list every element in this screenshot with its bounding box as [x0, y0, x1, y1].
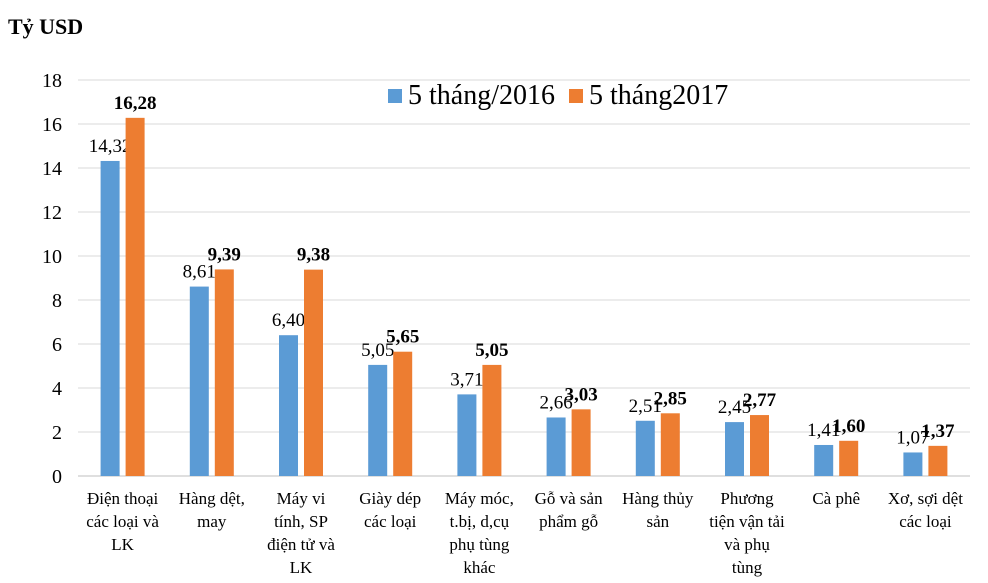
- data-label-2017: 3,03: [564, 384, 597, 405]
- x-tick-label: Hàng dệt,: [179, 489, 245, 508]
- x-tick-label: phẩm gỗ: [539, 512, 598, 531]
- bar-2017: [214, 269, 234, 476]
- bar-2016: [814, 444, 834, 476]
- data-label-2016: 14,32: [89, 136, 132, 157]
- data-label-2016: 2,45: [718, 397, 751, 418]
- bar-2017: [750, 415, 769, 476]
- bar-2016: [903, 452, 923, 476]
- bar-2017: [571, 409, 591, 476]
- data-label-2016: 8,61: [183, 262, 216, 283]
- bar-2016: [725, 422, 744, 476]
- data-label-2017: 1,60: [832, 416, 865, 437]
- legend-swatch-2017: [569, 89, 583, 103]
- x-tick-label: các loại và: [86, 512, 159, 531]
- data-label-2017: 2,77: [743, 390, 777, 411]
- legend-label-2016: 5 tháng/2016: [408, 80, 555, 111]
- bar-2016: [546, 417, 566, 476]
- data-label-2017: 5,65: [386, 327, 419, 348]
- x-tick-label: Hàng thủy: [622, 489, 694, 508]
- bar-2016: [635, 420, 655, 476]
- data-label-2017: 2,85: [654, 388, 687, 409]
- x-tick-label: may: [197, 512, 227, 531]
- y-tick-label: 4: [52, 378, 62, 400]
- data-label-2016: 2,66: [539, 392, 572, 413]
- x-tick-label: và phụ: [724, 535, 770, 554]
- y-tick-label: 8: [52, 290, 62, 312]
- x-tick-label: tiện vận tải: [709, 512, 785, 531]
- data-label-2016: 2,51: [629, 396, 662, 417]
- bar-2017: [928, 445, 948, 476]
- data-label-2016: 6,40: [272, 310, 305, 331]
- data-label-2016: 3,71: [450, 369, 483, 390]
- y-tick-label: 16: [42, 114, 62, 136]
- x-tick-label: điện tử và: [267, 535, 335, 554]
- x-tick-label: t.bị, d,cụ: [450, 512, 510, 531]
- x-tick-label: Giày dép: [359, 489, 421, 508]
- x-tick-label: các loại: [899, 512, 952, 531]
- y-tick-label: 14: [42, 158, 62, 180]
- legend-item-2016: 5 tháng/2016: [388, 80, 555, 112]
- x-tick-label: Điện thoại: [87, 489, 159, 508]
- x-tick-label: LK: [111, 535, 134, 554]
- y-tick-label: 10: [42, 246, 62, 268]
- bar-2016: [279, 335, 298, 476]
- x-tick-label: Cà phê: [812, 489, 860, 508]
- x-tick-label: Máy móc,: [445, 489, 514, 508]
- legend-label-2017: 5 tháng2017: [589, 80, 729, 111]
- y-tick-label: 12: [42, 202, 62, 224]
- bar-2016: [189, 286, 209, 476]
- data-label-2016: 5,05: [361, 340, 394, 361]
- data-label-2016: 1,41: [807, 420, 840, 441]
- bar-2017: [482, 364, 502, 476]
- x-tick-label: khác: [463, 558, 496, 577]
- x-tick-label: Máy vi: [277, 489, 326, 508]
- data-label-2017: 9,39: [208, 244, 241, 265]
- bar-2016: [368, 364, 388, 476]
- x-tick-label: phụ tùng: [449, 535, 509, 554]
- bar-2017: [839, 440, 859, 476]
- x-tick-label: Gỗ và sản: [535, 489, 603, 508]
- data-label-2017: 1,37: [921, 421, 955, 442]
- data-label-2017: 5,05: [475, 340, 508, 361]
- bar-2016: [100, 160, 120, 476]
- y-tick-label: 2: [52, 422, 62, 444]
- bar-2017: [660, 413, 680, 476]
- y-tick-label: 0: [52, 466, 62, 488]
- x-tick-label: sản: [646, 512, 669, 531]
- x-tick-label: các loại: [364, 512, 417, 531]
- x-tick-label: LK: [290, 558, 313, 577]
- legend-item-2017: 5 tháng2017: [569, 80, 728, 112]
- data-label-2017: 9,38: [297, 245, 330, 266]
- x-tick-label: Xơ, sợi dệt: [888, 489, 963, 508]
- x-tick-label: tính, SP: [274, 512, 328, 531]
- bar-2017: [304, 269, 323, 476]
- x-tick-label: tùng: [732, 558, 763, 577]
- y-axis-unit-label: Tỷ USD: [8, 14, 84, 39]
- legend-swatch-2016: [388, 89, 402, 103]
- data-label-2017: 16,28: [114, 93, 157, 114]
- x-tick-label: Phương: [720, 489, 774, 508]
- bar-2017: [393, 351, 413, 476]
- data-label-2016: 1,07: [896, 427, 929, 448]
- bar-2017: [125, 117, 145, 476]
- bar-2016: [457, 394, 477, 476]
- y-tick-label: 18: [42, 70, 62, 92]
- y-tick-label: 6: [52, 334, 62, 356]
- chart-legend: 5 tháng/2016 5 tháng2017: [388, 80, 742, 112]
